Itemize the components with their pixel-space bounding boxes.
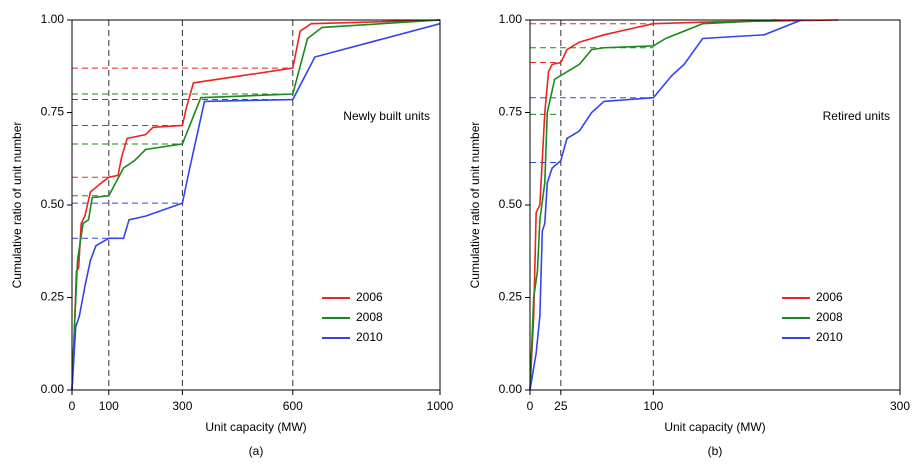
y-tick-label: 0.75 (499, 105, 523, 119)
y-tick-label: 0.25 (499, 290, 523, 304)
y-axis-label: Cumulative ratio of unit number (10, 122, 24, 289)
x-tick-label: 300 (890, 399, 910, 413)
series-line (71, 19, 441, 391)
x-axis-label: Unit capacity (MW) (205, 420, 306, 434)
series-line (71, 22, 441, 391)
y-tick-label: 1.00 (499, 12, 523, 26)
x-axis-label: Unit capacity (MW) (664, 420, 765, 434)
legend-label: 2010 (356, 330, 383, 344)
annotation: Newly built units (343, 109, 430, 123)
x-tick-label: 100 (643, 399, 663, 413)
y-tick-label: 0.50 (41, 197, 65, 211)
legend-label: 2008 (816, 310, 843, 324)
annotation: Retired units (823, 109, 890, 123)
y-tick-label: 0.25 (41, 290, 65, 304)
panel-label: (b) (708, 444, 723, 458)
y-tick-label: 0.00 (499, 382, 523, 396)
x-tick-label: 25 (554, 399, 568, 413)
y-axis-label: Cumulative ratio of unit number (468, 122, 482, 289)
y-tick-label: 0.75 (41, 105, 65, 119)
y-tick-label: 0.00 (41, 382, 65, 396)
series-line (529, 19, 802, 391)
x-tick-label: 600 (283, 399, 303, 413)
legend-label: 2008 (356, 310, 383, 324)
series-line (71, 19, 441, 391)
legend-label: 2010 (816, 330, 843, 344)
x-tick-label: 1000 (427, 399, 454, 413)
plot-frame (529, 19, 901, 391)
legend-label: 2006 (356, 290, 383, 304)
x-tick-label: 0 (69, 399, 76, 413)
series-line (529, 19, 839, 391)
x-tick-label: 0 (527, 399, 534, 413)
plot-frame (71, 19, 441, 391)
x-tick-label: 100 (99, 399, 119, 413)
y-tick-label: 0.50 (499, 197, 523, 211)
legend-label: 2006 (816, 290, 843, 304)
panel-label: (a) (249, 444, 264, 458)
series-line (529, 19, 777, 391)
y-tick-label: 1.00 (41, 12, 65, 26)
x-tick-label: 300 (172, 399, 192, 413)
